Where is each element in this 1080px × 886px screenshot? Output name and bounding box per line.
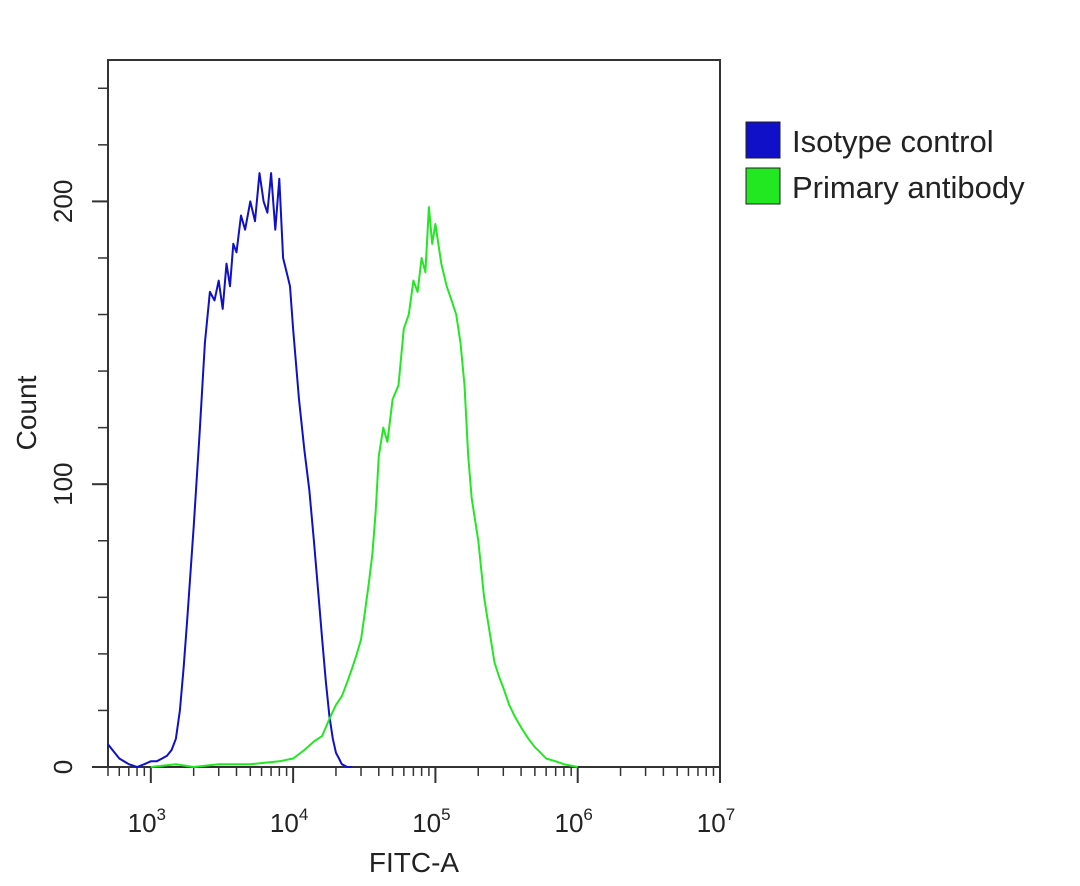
- x-tick-exponent: 6: [583, 805, 592, 824]
- x-tick-base: 10: [412, 808, 441, 838]
- x-tick-label: 106: [555, 805, 593, 838]
- isotype-control-line: [107, 172, 353, 768]
- plot-frame: [107, 59, 721, 768]
- y-axis-ticks: 0 100 200: [48, 87, 108, 774]
- primary-antibody-line: [150, 206, 578, 768]
- y-tick-label: 0: [48, 760, 78, 774]
- y-tick-label: 100: [48, 463, 78, 506]
- legend: Isotype control Primary antibody: [745, 121, 1025, 205]
- x-axis-ticks: 103 104 105 106 107: [107, 767, 735, 838]
- y-tick-label: 200: [48, 180, 78, 223]
- x-tick-base: 10: [270, 808, 299, 838]
- series-lines: [107, 172, 578, 768]
- x-tick-base: 10: [697, 808, 726, 838]
- x-tick-exponent: 5: [441, 805, 450, 824]
- legend-label: Isotype control: [792, 124, 994, 159]
- x-tick-base: 10: [128, 808, 157, 838]
- y-axis-title: Count: [11, 375, 42, 450]
- x-axis-title: FITC-A: [369, 847, 460, 878]
- x-tick-base: 10: [555, 808, 584, 838]
- legend-swatch: [745, 167, 781, 205]
- x-tick-label: 104: [270, 805, 308, 838]
- x-tick-label: 105: [412, 805, 450, 838]
- x-tick-exponent: 3: [157, 805, 166, 824]
- x-tick-label: 103: [128, 805, 166, 838]
- legend-label: Primary antibody: [792, 170, 1025, 205]
- legend-swatch: [745, 121, 781, 159]
- x-tick-label: 107: [697, 805, 735, 838]
- x-tick-exponent: 7: [726, 805, 735, 824]
- x-tick-exponent: 4: [299, 805, 308, 824]
